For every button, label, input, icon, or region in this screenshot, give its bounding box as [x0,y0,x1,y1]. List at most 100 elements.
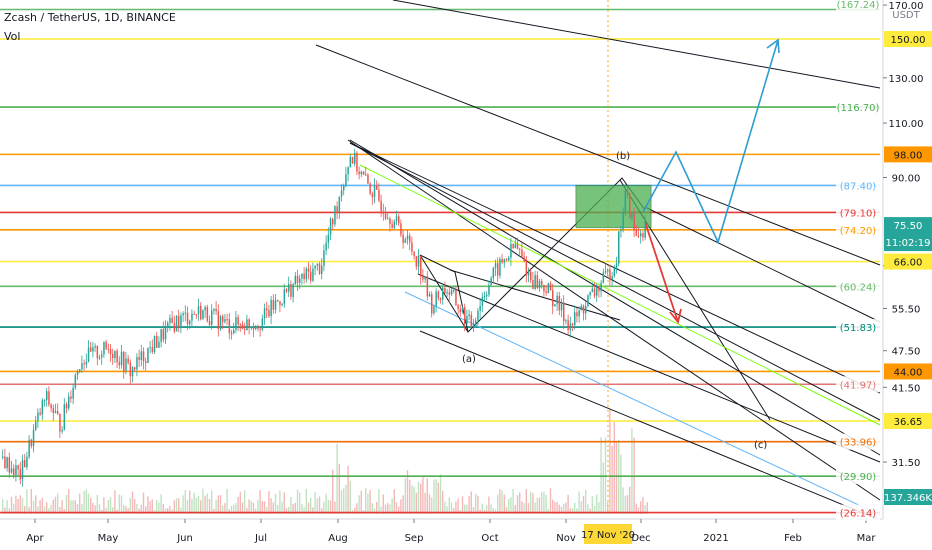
candle [461,305,464,314]
volume-bar [635,503,637,514]
candle-body [439,298,442,300]
candle-body [398,216,400,224]
candle [118,356,121,370]
volume-bar [567,494,569,514]
volume-bar [409,479,411,514]
candle-body [87,347,90,362]
volume-bar [13,503,15,514]
price-level-tag-bg-8 [836,278,880,295]
volume-bar [312,507,314,514]
volume-bar [464,504,466,514]
price-tick-label-1: 130.00 [889,74,924,85]
candle-body [167,322,169,328]
candle [87,340,90,363]
candle-body [83,363,85,365]
candle [81,355,83,373]
candle-body [635,229,638,236]
candle [604,263,607,275]
candle [219,314,222,332]
volume-bar [149,501,151,514]
candle-body [26,456,28,468]
volume-bar [127,508,129,514]
candle [567,314,569,335]
candle-body [147,348,149,363]
volume-bar [292,503,294,514]
candle [437,289,440,301]
candle [244,322,246,335]
candle-body [532,280,534,290]
price-level-tag-bg-5 [836,204,880,221]
candle-body [296,275,299,283]
channel-line-8 [644,206,881,323]
volume-bar [580,501,582,514]
candle [556,291,558,311]
volume-bar [574,502,576,514]
candle [644,214,646,241]
candle-body [580,305,583,311]
candle [503,258,506,268]
volume-bar [523,503,525,514]
volume-bar [208,498,211,514]
candle [272,294,275,315]
price-level-label-13: (33.96) [840,438,877,449]
volume-bar [591,495,593,514]
candle [409,232,411,251]
candle-body [325,242,327,251]
candle-body [323,250,325,266]
volume-bar [360,490,362,514]
candle-body [494,263,497,268]
volume-bar [219,495,222,514]
candle-body [186,312,189,325]
candle-body [235,317,237,331]
drawing-tools: (a) (b) (c) [315,0,881,521]
volume-bar [129,498,131,514]
candle-body [6,457,8,469]
volume-bar [382,494,384,514]
volume-bar [303,507,305,514]
candle [204,305,206,318]
symbol-title[interactable]: Zcash / TetherUS, 1D, BINANCE [4,11,176,24]
candle [565,318,567,325]
volume-bar [448,497,450,514]
candle-body [312,268,314,281]
candle-body [567,320,569,331]
volume-bar [338,464,340,514]
volume-bar [508,498,510,514]
candle-body [230,332,233,334]
candle-body [501,258,503,263]
candle-body [622,212,624,230]
volume-indicator-label[interactable]: Vol [4,30,21,43]
candle-body [369,183,371,194]
volume-bar [569,508,571,514]
channel-line-10 [449,269,621,321]
candle [120,344,123,369]
volume-bar [527,503,530,514]
candle [274,293,277,314]
candle-body [459,308,462,313]
candle [169,314,171,331]
candle [257,324,259,332]
volume-bar [556,502,558,514]
candle [435,288,437,313]
candle [609,265,611,286]
candle-body [593,288,596,296]
candle [362,170,365,176]
candle [94,343,96,352]
candle [35,415,37,431]
candle-body [134,367,136,370]
candle [226,313,228,326]
volume-bar [162,504,164,514]
candle-body [19,469,22,480]
volume-bar [248,499,250,514]
candle-body [536,275,539,288]
volume-bar [239,491,241,514]
candle-body [169,317,171,323]
candle [448,285,451,303]
candle-body [382,211,385,214]
volume-bar [281,501,283,514]
candle [417,248,420,274]
candle [182,311,184,322]
volume-bar [475,493,477,514]
